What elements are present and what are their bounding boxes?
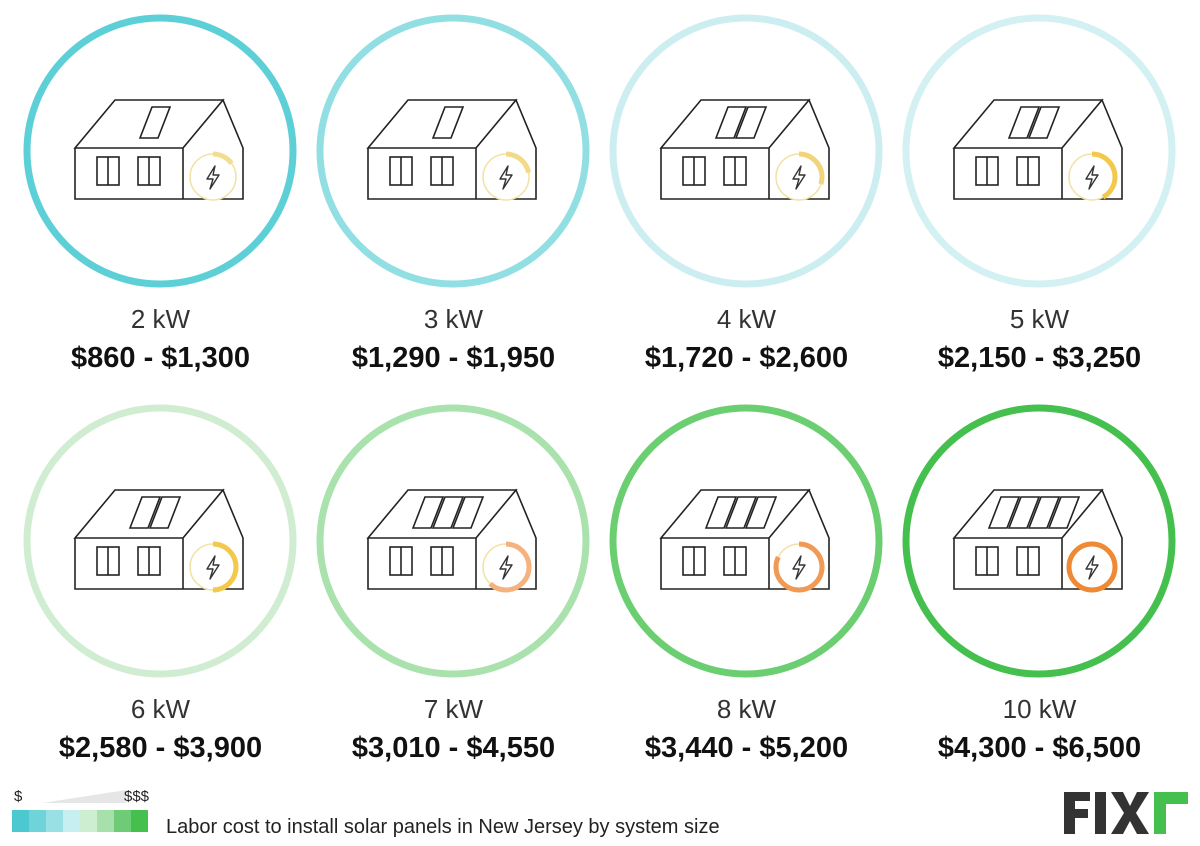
house-icon bbox=[366, 488, 537, 590]
house-icon bbox=[659, 488, 830, 590]
legend-caption: Labor cost to install solar panels in Ne… bbox=[166, 816, 720, 838]
price-range-label: $1,290 - $1,950 bbox=[351, 342, 556, 374]
cost-card: 2 kW $860 - $1,300 bbox=[14, 10, 307, 380]
solar-panel bbox=[704, 496, 738, 529]
size-ring bbox=[316, 404, 590, 678]
legend-swatch bbox=[46, 810, 63, 832]
size-ring bbox=[23, 14, 297, 288]
energy-gauge-fill bbox=[480, 541, 532, 593]
solar-panel bbox=[138, 106, 172, 139]
house-solar-icon bbox=[902, 14, 1176, 288]
energy-gauge-fill bbox=[480, 151, 532, 203]
solar-panel bbox=[451, 496, 485, 529]
system-size-label: 7 kW bbox=[423, 694, 484, 724]
house-icon bbox=[366, 98, 537, 200]
energy-gauge-fill bbox=[187, 541, 239, 593]
system-size-label: 2 kW bbox=[130, 304, 191, 334]
lightning-icon bbox=[1085, 165, 1099, 190]
size-ring bbox=[23, 404, 297, 678]
house-solar-icon bbox=[609, 14, 883, 288]
house-icon bbox=[659, 98, 830, 200]
legend-swatch bbox=[63, 810, 80, 832]
cost-card: 4 kW $1,720 - $2,600 bbox=[600, 10, 893, 380]
solar-panel bbox=[1027, 106, 1061, 139]
solar-panel bbox=[1047, 496, 1081, 529]
size-ring bbox=[316, 14, 590, 288]
solar-panel bbox=[724, 496, 758, 529]
fixr-logo bbox=[1062, 790, 1190, 841]
lightning-icon bbox=[1085, 555, 1099, 580]
size-ring bbox=[609, 14, 883, 288]
fixr-logo-icon bbox=[1064, 792, 1188, 834]
solar-panel bbox=[734, 106, 768, 139]
solar-panel bbox=[411, 496, 445, 529]
cost-card: 10 kW $4,300 - $6,500 bbox=[893, 400, 1186, 770]
system-size-label: 3 kW bbox=[423, 304, 484, 334]
house-icon bbox=[73, 98, 244, 200]
legend-swatches bbox=[12, 810, 148, 832]
house-solar-icon bbox=[316, 14, 590, 288]
legend-swatch bbox=[80, 810, 97, 832]
energy-gauge-fill bbox=[773, 541, 825, 593]
solar-panel bbox=[148, 496, 182, 529]
cost-card: 3 kW $1,290 - $1,950 bbox=[307, 10, 600, 380]
legend-swatch bbox=[131, 810, 148, 832]
system-size-label: 5 kW bbox=[1009, 304, 1070, 334]
cost-card: 5 kW $2,150 - $3,250 bbox=[893, 10, 1186, 380]
size-ring bbox=[902, 14, 1176, 288]
price-range-label: $2,150 - $3,250 bbox=[937, 342, 1142, 374]
legend-swatch bbox=[114, 810, 131, 832]
legend-high-label: $$$ bbox=[124, 788, 150, 805]
lightning-icon bbox=[499, 165, 513, 190]
solar-panel bbox=[128, 496, 162, 529]
energy-gauge-fill bbox=[187, 151, 239, 203]
system-size-label: 6 kW bbox=[130, 694, 191, 724]
solar-panel bbox=[744, 496, 778, 529]
house-solar-icon bbox=[609, 404, 883, 678]
price-range-label: $3,440 - $5,200 bbox=[644, 732, 849, 764]
solar-panel bbox=[1007, 106, 1041, 139]
price-range-label: $1,720 - $2,600 bbox=[644, 342, 849, 374]
solar-panel bbox=[1007, 496, 1041, 529]
cost-legend: $ $$$ Labor cost to install solar panels… bbox=[12, 788, 772, 838]
size-ring bbox=[609, 404, 883, 678]
energy-gauge-fill bbox=[1066, 541, 1118, 593]
system-size-label: 4 kW bbox=[716, 304, 777, 334]
house-solar-icon bbox=[902, 404, 1176, 678]
price-range-label: $2,580 - $3,900 bbox=[58, 732, 263, 764]
cost-card: 7 kW $3,010 - $4,550 bbox=[307, 400, 600, 770]
lightning-icon bbox=[206, 165, 220, 190]
size-ring bbox=[902, 404, 1176, 678]
solar-panel bbox=[431, 496, 465, 529]
energy-gauge-fill bbox=[1066, 151, 1118, 203]
house-solar-icon bbox=[23, 14, 297, 288]
energy-gauge-fill bbox=[773, 151, 825, 203]
lightning-icon bbox=[499, 555, 513, 580]
price-range-label: $860 - $1,300 bbox=[71, 342, 250, 374]
house-solar-icon bbox=[316, 404, 590, 678]
legend-swatch bbox=[29, 810, 46, 832]
price-range-label: $3,010 - $4,550 bbox=[351, 732, 556, 764]
legend-swatch bbox=[97, 810, 114, 832]
house-solar-icon bbox=[23, 404, 297, 678]
legend-low-label: $ bbox=[14, 788, 23, 805]
solar-panel bbox=[1027, 496, 1061, 529]
solar-panel bbox=[431, 106, 465, 139]
legend-wedge-icon bbox=[42, 790, 126, 803]
price-range-label: $4,300 - $6,500 bbox=[937, 732, 1142, 764]
cost-card: 6 kW $2,580 - $3,900 bbox=[14, 400, 307, 770]
solar-panel bbox=[987, 496, 1021, 529]
system-size-label: 8 kW bbox=[716, 694, 777, 724]
lightning-icon bbox=[206, 555, 220, 580]
lightning-icon bbox=[792, 165, 806, 190]
lightning-icon bbox=[792, 555, 806, 580]
legend-swatch bbox=[12, 810, 29, 832]
house-icon bbox=[952, 98, 1123, 200]
system-size-label: 10 kW bbox=[1002, 694, 1077, 724]
cost-card: 8 kW $3,440 - $5,200 bbox=[600, 400, 893, 770]
solar-panel bbox=[714, 106, 748, 139]
